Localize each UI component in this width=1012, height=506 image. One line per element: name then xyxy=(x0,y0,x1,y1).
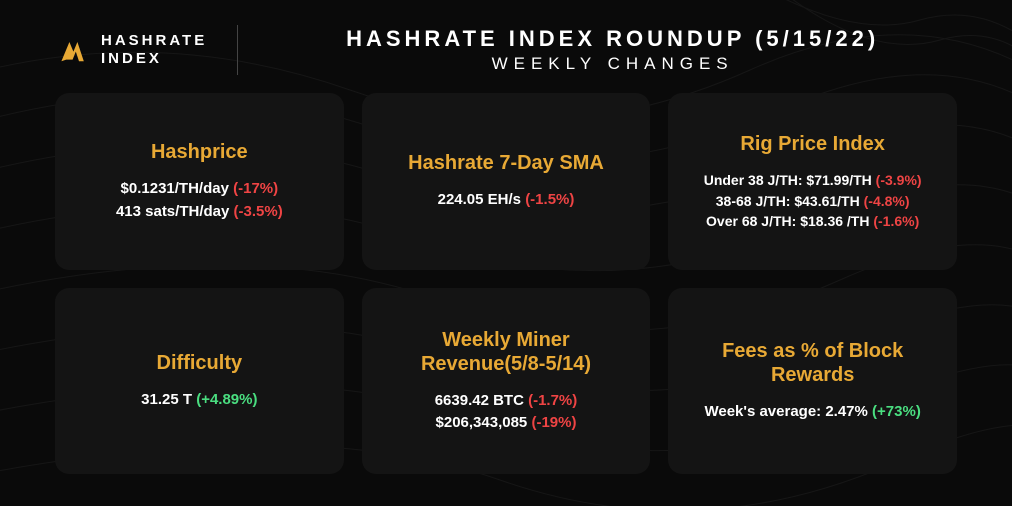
card-rigprice: Rig Price Index Under 38 J/TH: $71.99/TH… xyxy=(668,93,957,270)
card-title: Hashprice xyxy=(151,140,248,164)
metric-value: Under 38 J/TH: $71.99/TH xyxy=(704,172,872,188)
metric-line: $206,343,085 (-19%) xyxy=(436,412,577,435)
metric-line: Under 38 J/TH: $71.99/TH (-3.9%) xyxy=(704,170,922,190)
metric-value: $0.1231/TH/day xyxy=(121,180,229,197)
logo-line1: HASHRATE xyxy=(101,32,207,50)
metric-line: Over 68 J/TH: $18.36 /TH (-1.6%) xyxy=(706,211,919,231)
card-revenue: Weekly Miner Revenue(5/8-5/14) 6639.42 B… xyxy=(362,288,651,474)
metric-line: $0.1231/TH/day (-17%) xyxy=(121,178,279,201)
metric-line: 224.05 EH/s (-1.5%) xyxy=(438,189,575,212)
header-divider xyxy=(237,25,238,75)
cards-grid: Hashprice $0.1231/TH/day (-17%) 413 sats… xyxy=(55,93,957,474)
metric-delta: (-19%) xyxy=(531,414,576,431)
metric-delta: (-4.8%) xyxy=(864,193,910,209)
card-hashprice: Hashprice $0.1231/TH/day (-17%) 413 sats… xyxy=(55,93,344,270)
metric-line: 413 sats/TH/day (-3.5%) xyxy=(116,201,283,224)
metric-line: 38-68 J/TH: $43.61/TH (-4.8%) xyxy=(716,191,910,211)
metric-delta: (-3.9%) xyxy=(876,172,922,188)
metric-value: 224.05 EH/s xyxy=(438,191,521,208)
metric-value: Over 68 J/TH: $18.36 /TH xyxy=(706,213,869,229)
metric-value: 6639.42 BTC xyxy=(435,392,524,409)
card-difficulty: Difficulty 31.25 T (+4.89%) xyxy=(55,288,344,474)
header: HASHRATE INDEX HASHRATE INDEX ROUNDUP (5… xyxy=(55,25,957,75)
metric-delta: (+4.89%) xyxy=(196,391,257,408)
logo-section: HASHRATE INDEX xyxy=(55,32,207,68)
metric-value: 38-68 J/TH: $43.61/TH xyxy=(716,193,860,209)
metric-value: Week's average: 2.47% xyxy=(704,403,867,420)
metric-delta: (+73%) xyxy=(872,403,921,420)
metric-line: 31.25 T (+4.89%) xyxy=(141,389,257,412)
metric-value: $206,343,085 xyxy=(436,414,528,431)
card-title: Difficulty xyxy=(157,351,243,375)
card-title: Hashrate 7-Day SMA xyxy=(408,151,604,175)
card-hashrate: Hashrate 7-Day SMA 224.05 EH/s (-1.5%) xyxy=(362,93,651,270)
metric-line: 6639.42 BTC (-1.7%) xyxy=(435,390,578,413)
metric-delta: (-1.6%) xyxy=(873,213,919,229)
metric-delta: (-1.7%) xyxy=(528,392,577,409)
title-section: HASHRATE INDEX ROUNDUP (5/15/22) WEEKLY … xyxy=(268,26,957,74)
card-title: Fees as % of Block Rewards xyxy=(686,339,939,387)
metric-value: 413 sats/TH/day xyxy=(116,203,229,220)
card-title: Weekly Miner Revenue(5/8-5/14) xyxy=(380,328,633,376)
card-fees: Fees as % of Block Rewards Week's averag… xyxy=(668,288,957,474)
logo-text: HASHRATE INDEX xyxy=(101,32,207,68)
metric-delta: (-17%) xyxy=(233,180,278,197)
metric-delta: (-1.5%) xyxy=(525,191,574,208)
metric-line: Week's average: 2.47% (+73%) xyxy=(704,401,920,424)
logo-icon xyxy=(55,34,87,66)
metric-delta: (-3.5%) xyxy=(234,203,283,220)
metric-value: 31.25 T xyxy=(141,391,192,408)
logo-line2: INDEX xyxy=(101,50,207,68)
card-title: Rig Price Index xyxy=(740,132,885,156)
subtitle: WEEKLY CHANGES xyxy=(268,54,957,74)
main-title: HASHRATE INDEX ROUNDUP (5/15/22) xyxy=(268,26,957,52)
